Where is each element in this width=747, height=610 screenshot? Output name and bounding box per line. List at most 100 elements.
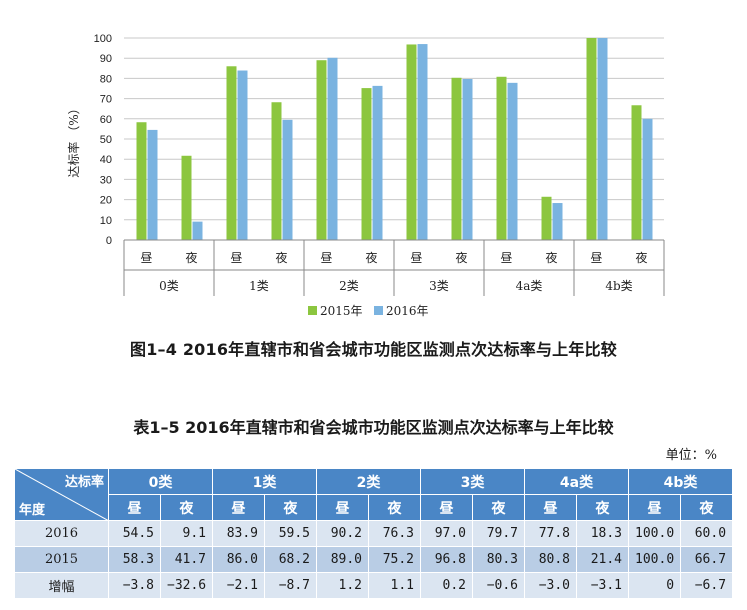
x-tick-label: 夜 xyxy=(545,250,557,265)
x-tick-label: 夜 xyxy=(635,250,647,265)
x-group-label: 2类 xyxy=(339,279,359,293)
bar-3类夜-2015年 xyxy=(451,77,462,240)
table-subheader: 夜 xyxy=(575,494,630,521)
legend-label: 2015年 xyxy=(320,304,363,318)
x-tick-label: 昼 xyxy=(590,251,602,265)
x-group-label: 4a类 xyxy=(516,279,543,293)
table-cell: 90.2 xyxy=(316,520,369,547)
table-subheader: 昼 xyxy=(524,494,577,521)
legend-swatch xyxy=(374,306,383,315)
table-row: 2016 54.5 9.1 83.9 59.5 90.2 76.3 97.0 79.7 77.8 1… xyxy=(14,520,734,547)
y-tick-label: 70 xyxy=(100,94,112,106)
x-tick-label: 昼 xyxy=(230,251,242,265)
unit-label: 单位：% xyxy=(665,448,717,463)
x-group-label: 4b类 xyxy=(605,279,632,293)
corner-bottom-label: 年度 xyxy=(19,503,46,518)
table-subheader: 昼 xyxy=(316,494,369,521)
table-cell: 58.3 xyxy=(108,546,161,573)
table-cell: 100.0 xyxy=(628,546,682,573)
y-tick-label: 90 xyxy=(100,53,112,65)
x-group-label: 1类 xyxy=(249,279,269,293)
x-group-label: 3类 xyxy=(429,279,449,293)
legend: 2015年 2016年 xyxy=(308,304,429,318)
y-tick-label: 60 xyxy=(100,114,112,126)
x-tick-label: 夜 xyxy=(455,250,467,265)
table-subheader: 昼 xyxy=(212,494,265,521)
x-tick-label: 昼 xyxy=(500,251,512,265)
table-corner-cell: 达标率 年度 xyxy=(14,468,109,521)
x-group-label: 0类 xyxy=(159,279,179,293)
table-cell: 77.8 xyxy=(524,520,577,547)
bar-4a类昼-2015年 xyxy=(496,76,507,240)
y-tick-label: 50 xyxy=(100,134,112,146)
table-cell: −3.8 xyxy=(108,572,161,599)
bar-1类昼-2015年 xyxy=(226,66,237,240)
table-subheader: 夜 xyxy=(160,494,213,521)
table-cell: 21.4 xyxy=(575,546,630,573)
x-tick-label: 昼 xyxy=(410,251,422,265)
table-group-header: 4a类 xyxy=(523,468,630,495)
table-group-header: 4b类 xyxy=(628,468,734,495)
table-subheader: 夜 xyxy=(472,494,525,521)
table-cell: 75.2 xyxy=(368,546,421,573)
table-cell: 80.3 xyxy=(472,546,525,573)
table-row-header: 增幅 xyxy=(14,572,109,599)
table-cell: −3.1 xyxy=(575,572,630,599)
x-tick-label: 昼 xyxy=(320,251,332,265)
table-cell: −2.1 xyxy=(212,572,265,599)
table-cell: 97.0 xyxy=(420,520,473,547)
y-tick-label: 10 xyxy=(100,215,112,227)
y-tick-label: 100 xyxy=(94,33,112,45)
data-table: 达标率 年度 0类 1类 2类 3类 4a类 4b类 昼夜昼夜昼夜昼夜昼夜昼夜 2016 5… xyxy=(14,468,734,599)
table-group-header: 1类 xyxy=(212,468,317,495)
bar-4a类夜-2015年 xyxy=(541,196,552,240)
table-cell: 18.3 xyxy=(575,520,630,547)
y-tick-label: 80 xyxy=(100,73,112,85)
bar-4b类昼-2015年 xyxy=(586,38,597,240)
y-axis-label: 达标率 （%） xyxy=(66,102,81,177)
table-cell: 59.5 xyxy=(264,520,317,547)
x-tick-label: 夜 xyxy=(275,250,287,265)
table-cell: 1.2 xyxy=(316,572,369,599)
bar-2类夜-2015年 xyxy=(361,88,372,240)
bar-3类夜-2016年 xyxy=(462,79,473,240)
table-cell: 54.5 xyxy=(108,520,161,547)
table-subheader: 夜 xyxy=(368,494,421,521)
table-cell: −0.6 xyxy=(472,572,525,599)
gridlines xyxy=(124,37,664,241)
table-cell: 0.2 xyxy=(420,572,473,599)
table-caption: 表1–5 2016年直辖市和省会城市功能区监测点次达标率与上年比较 xyxy=(133,418,614,437)
table-cell: 9.1 xyxy=(160,520,213,547)
bar-1类夜-2016年 xyxy=(282,119,293,240)
table-subheader: 昼 xyxy=(420,494,473,521)
bar-4b类昼-2016年 xyxy=(597,38,608,240)
table-cell: 83.9 xyxy=(212,520,265,547)
bar-1类夜-2015年 xyxy=(271,102,282,241)
y-tick-label: 20 xyxy=(100,195,112,207)
table-header-subheaders: 昼夜昼夜昼夜昼夜昼夜昼夜 xyxy=(15,494,734,521)
table-cell: −6.7 xyxy=(680,572,734,599)
table-cell: 76.3 xyxy=(368,520,421,547)
table-row: 2015 58.3 41.7 86.0 68.2 89.0 75.2 96.8 80.3 80.8… xyxy=(14,546,734,573)
table-cell: 80.8 xyxy=(524,546,577,573)
bar-4a类夜-2016年 xyxy=(552,203,563,240)
bar-0类昼-2016年 xyxy=(147,129,158,240)
bar-4a类昼-2016年 xyxy=(507,82,518,241)
bar-3类昼-2015年 xyxy=(406,44,417,240)
table-cell: −8.7 xyxy=(264,572,317,599)
y-tick-label: 30 xyxy=(100,174,112,186)
table-cell: 41.7 xyxy=(160,546,213,573)
bar-chart: 0 10 20 30 40 50 60 70 80 90 100 昼 夜 昼 夜 昼 夜 昼 夜 昼 夜 昼 夜 0类 1类 2类… xyxy=(66,33,665,318)
table-subheader: 夜 xyxy=(264,494,317,521)
bar-2类夜-2016年 xyxy=(372,85,383,241)
y-tick-label: 40 xyxy=(100,154,112,166)
y-tick-label: 0 xyxy=(106,235,112,247)
table-cell: 66.7 xyxy=(680,546,734,573)
bar-2类昼-2016年 xyxy=(327,57,338,240)
table-cell: 0 xyxy=(628,572,682,599)
x-tick-label: 昼 xyxy=(140,251,152,265)
axes: 0 10 20 30 40 50 60 70 80 90 100 昼 夜 昼 夜 昼 夜 昼 夜 昼 夜 昼 夜 0类 1类 2类… xyxy=(94,33,665,296)
table-cell: 96.8 xyxy=(420,546,473,573)
table-cell: −32.6 xyxy=(160,572,213,599)
table-cell: 89.0 xyxy=(316,546,369,573)
